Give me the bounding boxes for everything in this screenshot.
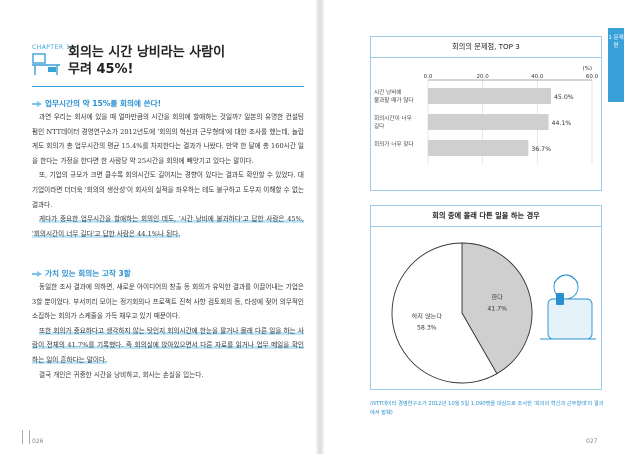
arrow-icon (32, 270, 42, 277)
book-gutter (316, 0, 324, 454)
unit-label: (%) (582, 66, 592, 72)
person-using-phone-illustration (540, 274, 596, 340)
chapter-label: CHAPTER 1 (32, 44, 71, 51)
slice-value-label: 58.3% (417, 324, 437, 331)
pie-chart: 한다 41.7% 하지 않는다 58.3% (391, 242, 596, 384)
slice-value-label: 41.7% (487, 306, 507, 313)
bar (428, 114, 549, 130)
category-label: 회의가 너무 잦다 (374, 140, 414, 148)
section-heading-2-text: 가치 있는 회의는 고작 3할 (45, 269, 131, 278)
page-title: 회의는 시간 낭비라는 사람이 무려 45%! (68, 44, 278, 78)
data-label: 45.0% (554, 94, 574, 101)
left-page: CHAPTER 1 회의는 시간 낭비라는 사람이 무려 45%! 업무시간의 … (0, 0, 318, 454)
right-page: 1 문제 편 회의의 문제점, TOP 3 (%) 0.0 20.0 40.0 60.0… (324, 0, 640, 454)
category-label-line: 시간 낭비에 (374, 88, 402, 96)
phone-icon (556, 293, 564, 305)
bar-chart-title: 회의의 문제점, TOP 3 (370, 36, 602, 58)
category-label-line: 길다 (374, 122, 384, 130)
tick-label: 60.0 (586, 74, 599, 80)
section-1-body: 과연 우리는 회사에 있을 때 얼마만큼의 시간을 회의에 할애하는 것일까? … (32, 110, 304, 241)
section-heading-1-text: 업무시간의 약 15%를 회의에 쓴다! (45, 99, 162, 108)
bar-chart: (%) 0.0 20.0 40.0 60.0 45.0% 시간 낭비에 불과할 때가 많다 44… (374, 66, 599, 164)
page-number-left: 026 (32, 438, 44, 445)
page-margin-mark (22, 430, 30, 444)
person-hair (553, 274, 579, 284)
highlighted-text: 또한 회의가 중요하다고 생각하지 않는 탓인지 회의시간에 한눈을 팔거나 몰… (32, 326, 304, 364)
paragraph: 동일한 조사 결과에 의하면, 새로운 아이디어의 창출 등 회의가 유익한 결… (32, 283, 304, 321)
pie-slice (461, 242, 533, 375)
data-label: 36.7% (531, 146, 551, 153)
section-heading-1: 업무시간의 약 15%를 회의에 쓴다! (32, 98, 161, 109)
paragraph: 게다가 중요한 업무시간을 할애하는 회의인 데도, '시간 낭비에 불과하다'… (32, 212, 304, 241)
pie-slice (391, 242, 498, 384)
section-heading-2: 가치 있는 회의는 고작 3할 (32, 268, 131, 279)
category-label: 시간 낭비에 불과할 때가 많다 (374, 88, 414, 104)
page-number-right: 027 (586, 438, 598, 445)
bar-chart-box (370, 36, 602, 191)
slice-label: 한다 (491, 294, 503, 302)
tick-label: 20.0 (477, 74, 490, 80)
tick-label: 40.0 (531, 74, 544, 80)
person-body (547, 298, 593, 340)
title-divider (32, 86, 304, 87)
chapter-tab: 1 문제 편 (608, 28, 624, 102)
bar (428, 88, 551, 104)
paragraph: 과연 우리는 회사에 있을 때 얼마만큼의 시간을 회의에 할애하는 것일까? … (32, 113, 304, 165)
category-label: 회의시간이 너무 길다 (374, 114, 412, 130)
title-line-1: 회의는 시간 낭비라는 사람이 (68, 45, 226, 60)
chart-source-caption: (NTT데이터 경영연구소가 2012년 10월 5일 1,090명을 대상으로… (370, 401, 604, 416)
data-label: 44.1% (552, 120, 572, 127)
slice-label: 하지 않는다 (412, 312, 443, 320)
category-label-line: 회의시간이 너무 (374, 114, 412, 122)
bar (428, 140, 529, 156)
paragraph: 결국 개인은 귀중한 시간을 낭비하고, 회사는 손실을 입는다. (39, 370, 204, 379)
paragraph: 또, 기업의 규모가 크면 클수록 회의시간도 길어지는 경향이 있다는 결과도… (32, 171, 304, 209)
paragraph: 또한 회의가 중요하다고 생각하지 않는 탓인지 회의시간에 한눈을 팔거나 몰… (32, 324, 304, 368)
arrow-icon (32, 100, 42, 107)
highlighted-text: 게다가 중요한 업무시간을 할애하는 회의인 데도, '시간 낭비에 불과하다'… (32, 215, 304, 238)
title-line-2: 무려 45%! (68, 62, 134, 77)
category-label-line: 회의가 너무 잦다 (374, 140, 414, 148)
pie-chart-box (370, 205, 602, 390)
category-label-line: 불과할 때가 많다 (374, 96, 414, 104)
section-2-body: 동일한 조사 결과에 의하면, 새로운 아이디어의 창출 등 회의가 유익한 결… (32, 280, 304, 382)
desk-icon (32, 53, 60, 75)
pie-chart-title: 회의 중에 몰래 다른 일을 하는 경우 (370, 205, 602, 227)
tick-label: 0.0 (424, 74, 433, 80)
